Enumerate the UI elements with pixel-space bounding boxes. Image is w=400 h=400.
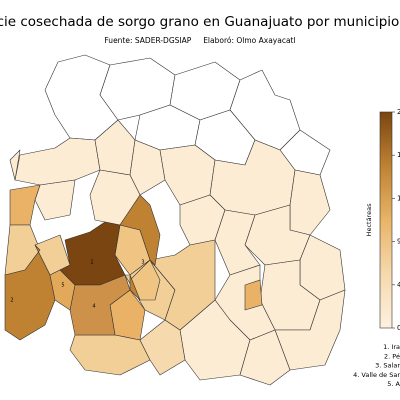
colorbar-tick-label: 1 <box>397 151 400 159</box>
colorbar-tick-label: 9 <box>397 238 400 246</box>
colorbar-tick-label: 4 <box>397 281 400 289</box>
municipalities <box>4 54 346 386</box>
region-label: 1 <box>90 260 93 266</box>
municipality-4 <box>69 274 131 336</box>
municipality-1 <box>59 221 126 286</box>
region-label: 5 <box>61 283 64 289</box>
municipality <box>244 279 263 311</box>
region-label: 2 <box>10 298 13 304</box>
legend-item: 3. Salar <box>375 362 400 370</box>
title: rficie cosechada de sorgo grano en Guana… <box>0 14 400 30</box>
colorbar <box>379 111 393 329</box>
colorbar-tick-label: 1 <box>397 194 400 202</box>
municipality <box>149 239 216 331</box>
municipality <box>289 169 331 236</box>
colorbar-tick-label: 2 <box>397 108 400 116</box>
municipality <box>274 289 346 371</box>
colorbar-label: Hectáreas <box>365 203 373 237</box>
municipality <box>69 334 151 376</box>
municipality <box>34 179 76 221</box>
municipality <box>9 149 21 181</box>
colorbar-tick-label: 0 <box>397 324 400 332</box>
legend-item: 2. Pé <box>384 352 400 360</box>
legend-item: 1. Ira <box>383 343 400 351</box>
municipality <box>129 139 166 196</box>
legend-item: 5. A <box>387 380 400 388</box>
region-label: 3 <box>141 260 144 266</box>
legend-item: 4. Valle de Sar <box>353 371 400 379</box>
municipality-5 <box>49 269 76 311</box>
municipality <box>239 329 291 386</box>
municipality-3 <box>119 194 161 301</box>
region-label: 4 <box>92 304 95 310</box>
municipality <box>9 184 41 226</box>
municipality <box>14 137 101 186</box>
subtitle: Fuente: SADER-DGSIAP Elaboró: Olmo Axaya… <box>104 36 295 45</box>
